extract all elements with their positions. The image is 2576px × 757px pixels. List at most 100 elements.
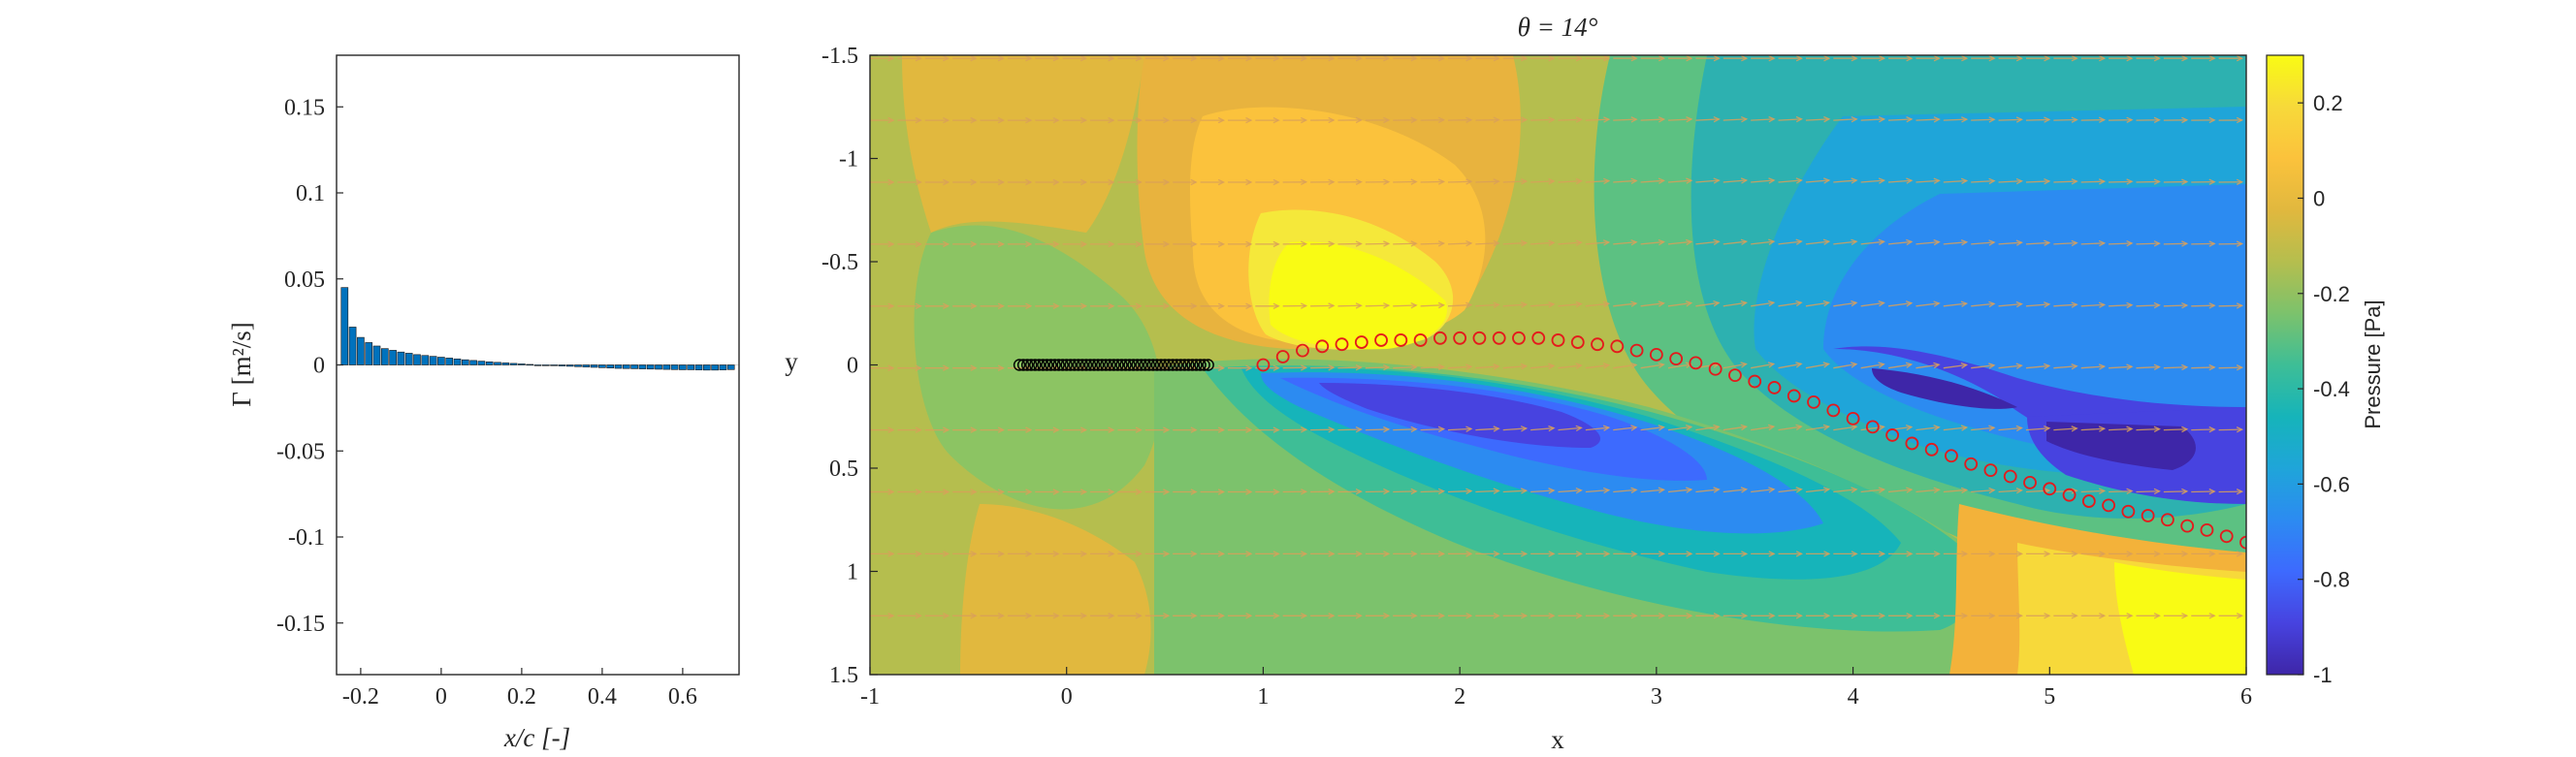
gamma-bar bbox=[469, 360, 477, 365]
velocity-arrow-head bbox=[997, 613, 1006, 619]
velocity-arrow-head bbox=[1383, 426, 1391, 433]
velocity-arrow-head bbox=[1465, 488, 1473, 494]
velocity-arrow-head bbox=[1658, 487, 1666, 493]
field-y-tick-label: -1 bbox=[839, 147, 858, 173]
velocity-arrow-head bbox=[1713, 300, 1721, 307]
velocity-arrow-head bbox=[1575, 551, 1583, 557]
wake-marker bbox=[1728, 368, 1742, 383]
upstream-marker bbox=[1076, 359, 1089, 371]
velocity-arrow bbox=[1943, 241, 1967, 245]
velocity-arrow bbox=[1585, 489, 1609, 493]
velocity-arrow-head bbox=[1741, 551, 1749, 557]
velocity-arrow bbox=[1530, 303, 1555, 307]
wake-marker bbox=[2200, 523, 2214, 537]
velocity-arrow bbox=[1695, 179, 1720, 183]
velocity-arrow-head bbox=[1822, 362, 1831, 368]
velocity-arrow-head bbox=[1767, 362, 1776, 368]
upstream-marker bbox=[1091, 359, 1105, 371]
velocity-arrow-head bbox=[1079, 178, 1088, 186]
gamma-bar bbox=[550, 364, 558, 366]
velocity-arrow-head bbox=[2098, 239, 2107, 247]
velocity-arrow-head bbox=[1795, 487, 1803, 493]
velocity-arrow bbox=[2163, 490, 2187, 493]
velocity-arrow-head bbox=[1602, 425, 1611, 431]
velocity-arrow-head bbox=[1767, 424, 1776, 431]
velocity-arrow-head bbox=[1025, 613, 1033, 619]
velocity-arrow-head bbox=[1217, 489, 1226, 495]
velocity-arrow-head bbox=[887, 551, 895, 557]
bars bbox=[340, 287, 735, 371]
velocity-arrow-head bbox=[970, 55, 978, 62]
velocity-arrow-head bbox=[1602, 363, 1611, 369]
velocity-arrow bbox=[2109, 242, 2133, 245]
velocity-arrow bbox=[1778, 426, 1802, 431]
velocity-arrow bbox=[1558, 364, 1582, 369]
velocity-arrow-head bbox=[2181, 301, 2189, 309]
velocity-arrow-head bbox=[1548, 613, 1556, 619]
velocity-arrow-head bbox=[1328, 426, 1336, 433]
velocity-arrow-head bbox=[1025, 55, 1033, 62]
velocity-arrow-head bbox=[1272, 489, 1280, 495]
velocity-arrow-head bbox=[943, 613, 950, 619]
velocity-arrow-head bbox=[915, 489, 922, 495]
wake-marker bbox=[1905, 436, 1919, 451]
field-title: θ = 14° bbox=[1518, 13, 1598, 42]
velocity-arrow-head bbox=[915, 551, 922, 557]
velocity-arrow bbox=[1943, 179, 1967, 183]
velocity-arrow bbox=[1751, 240, 1775, 245]
velocity-arrow-head bbox=[1272, 551, 1280, 557]
velocity-arrow-head bbox=[2208, 488, 2216, 495]
velocity-arrow-head bbox=[1217, 178, 1226, 186]
velocity-arrow bbox=[1530, 180, 1555, 183]
wake-marker bbox=[1354, 335, 1368, 349]
velocity-arrow bbox=[1558, 489, 1582, 493]
velocity-arrow-head bbox=[1108, 116, 1115, 124]
field-x-tick-label: 4 bbox=[1848, 684, 1859, 710]
velocity-arrow bbox=[1778, 179, 1802, 183]
velocity-arrow bbox=[1860, 489, 1884, 493]
velocity-arrow-head bbox=[1961, 551, 1969, 557]
velocity-arrow-head bbox=[1822, 238, 1831, 245]
velocity-arrow-head bbox=[1630, 425, 1638, 431]
velocity-arrow-head bbox=[915, 55, 922, 62]
velocity-arrow bbox=[1860, 301, 1884, 307]
velocity-arrow bbox=[1916, 302, 1940, 307]
velocity-arrow-head bbox=[1052, 613, 1060, 619]
velocity-arrow bbox=[1778, 301, 1802, 307]
velocity-arrow-head bbox=[2015, 551, 2024, 557]
velocity-arrow-head bbox=[1383, 240, 1391, 247]
velocity-arrow-head bbox=[1630, 362, 1638, 369]
velocity-arrow bbox=[1860, 363, 1884, 369]
velocity-arrow bbox=[1585, 302, 1609, 307]
gamma-bar bbox=[582, 364, 591, 367]
velocity-arrow-head bbox=[1108, 55, 1115, 62]
velocity-arrow-head bbox=[1410, 613, 1418, 619]
colorbar-tick-label: 0.2 bbox=[2313, 91, 2343, 115]
velocity-arrow-head bbox=[943, 364, 950, 371]
velocity-arrow bbox=[2191, 304, 2215, 307]
velocity-arrow bbox=[1393, 304, 1417, 307]
bar-x-tick-label: 0.2 bbox=[507, 684, 536, 710]
velocity-arrow-head bbox=[1686, 55, 1693, 62]
field-axis-ticks: -1 0 1 2 3 4 5 6 -1.5 -1 -0.5 0 0.5 1 1.5 bbox=[821, 44, 2252, 710]
upstream-marker bbox=[1083, 359, 1097, 371]
velocity-arrow-head bbox=[1410, 551, 1418, 557]
velocity-arrow-head bbox=[1052, 551, 1060, 557]
velocity-arrow bbox=[1337, 428, 1362, 431]
velocity-arrow bbox=[1420, 242, 1444, 245]
pressure-field-plot: θ = 14° bbox=[785, 13, 2385, 754]
velocity-arrow bbox=[1833, 118, 1857, 121]
velocity-arrow bbox=[2053, 118, 2077, 121]
velocity-arrow-head bbox=[1300, 178, 1308, 186]
gamma-bar bbox=[526, 363, 534, 366]
velocity-arrow bbox=[1723, 426, 1747, 431]
gamma-bar bbox=[380, 348, 389, 365]
velocity-arrow-head bbox=[970, 302, 978, 309]
velocity-arrow-head bbox=[2044, 425, 2051, 432]
contour-orange-top-left bbox=[902, 55, 1144, 233]
velocity-arrow-head bbox=[1823, 551, 1831, 557]
velocity-arrow-head bbox=[1602, 487, 1611, 494]
velocity-arrow bbox=[2136, 490, 2160, 493]
velocity-arrow-head bbox=[1851, 177, 1858, 184]
velocity-arrow-head bbox=[1465, 178, 1473, 185]
